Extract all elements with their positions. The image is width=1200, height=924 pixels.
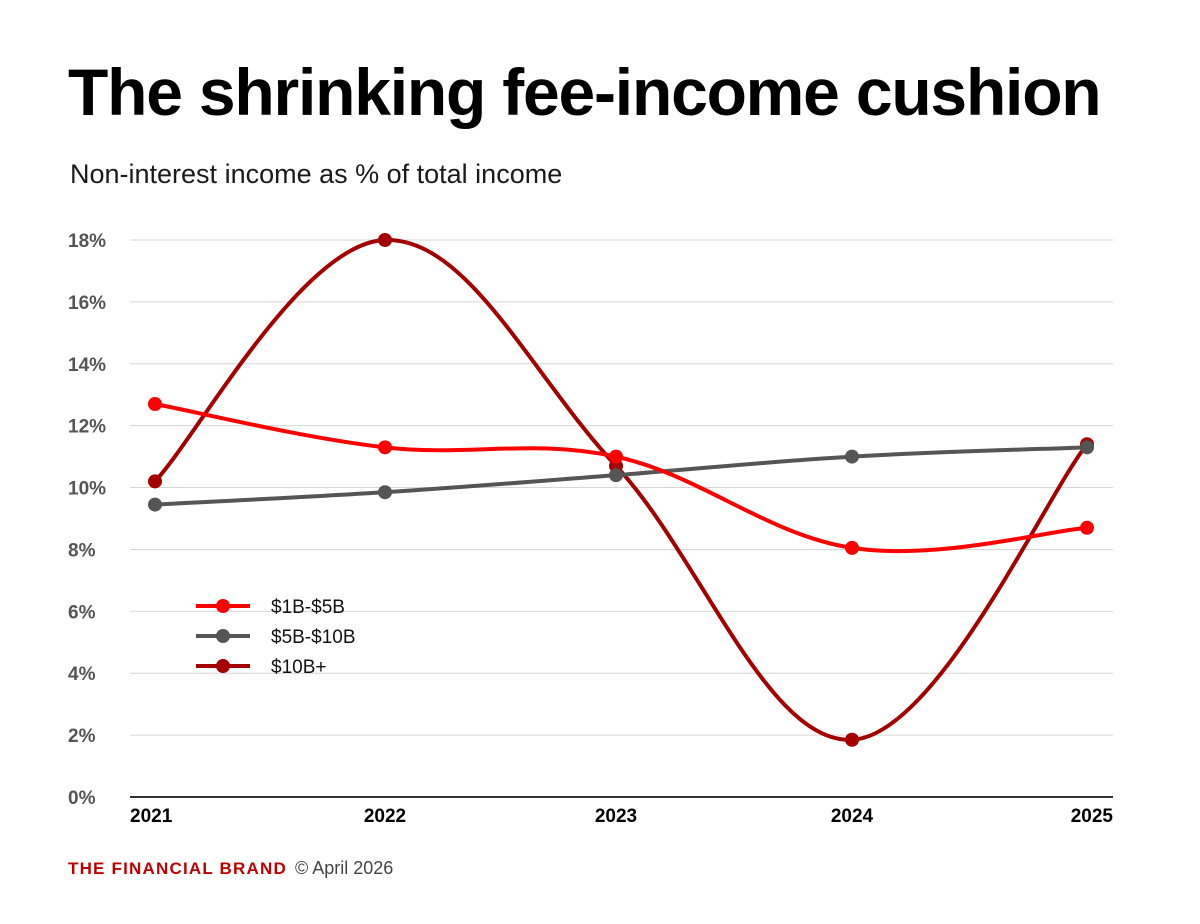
legend-label: $10B+: [271, 657, 326, 678]
y-tick-label: 18%: [68, 231, 106, 252]
data-point: [609, 468, 623, 483]
data-point: [845, 540, 859, 555]
y-tick-label: 16%: [68, 293, 106, 314]
footer: THE FINANCIAL BRAND © April 2026: [68, 858, 393, 879]
brand-logo-text: THE FINANCIAL BRAND: [68, 858, 287, 878]
y-tick-label: 4%: [68, 664, 96, 685]
axes: 0% 2% 4% 6% 8% 10% 12% 14% 16% 18% 2021 2022 2023 202…: [68, 231, 1113, 827]
legend-swatch-marker: [216, 599, 230, 613]
copyright-credit: © April 2026: [294, 858, 394, 878]
data-point: [845, 449, 859, 464]
data-point: [1080, 440, 1094, 455]
legend-label: $5B-$10B: [271, 627, 356, 648]
y-tick-label: 2%: [68, 726, 96, 747]
y-tick-label: 12%: [68, 417, 106, 438]
legend: $1B-$5B $5B-$10B $10B+: [196, 597, 356, 678]
data-point: [378, 233, 392, 247]
data-point: [378, 440, 392, 455]
y-tick-label: 10%: [68, 479, 106, 500]
y-tick-label: 14%: [68, 355, 106, 376]
chart-subtitle: Non-interest income as % of total income: [70, 159, 563, 189]
data-point: [845, 732, 859, 747]
y-tick-label: 8%: [68, 540, 96, 561]
data-point: [378, 485, 392, 500]
data-point: [609, 449, 623, 464]
series-lines: [148, 233, 1094, 747]
data-point: [148, 474, 162, 489]
chart-title: The shrinking fee-income cushion: [68, 55, 1102, 129]
data-point: [148, 397, 162, 412]
legend-swatch-marker: [216, 629, 230, 643]
legend-swatch-marker: [216, 659, 230, 673]
legend-label: $1B-$5B: [271, 597, 345, 618]
data-point: [1080, 520, 1094, 535]
x-tick-label: 2022: [364, 806, 406, 827]
x-tick-label: 2024: [831, 806, 874, 827]
data-point: [148, 497, 162, 512]
y-tick-label: 0%: [68, 788, 96, 809]
x-tick-label: 2023: [595, 806, 637, 827]
x-tick-label: 2025: [1071, 806, 1114, 827]
y-tick-label: 6%: [68, 602, 96, 623]
x-tick-label: 2021: [130, 806, 173, 827]
